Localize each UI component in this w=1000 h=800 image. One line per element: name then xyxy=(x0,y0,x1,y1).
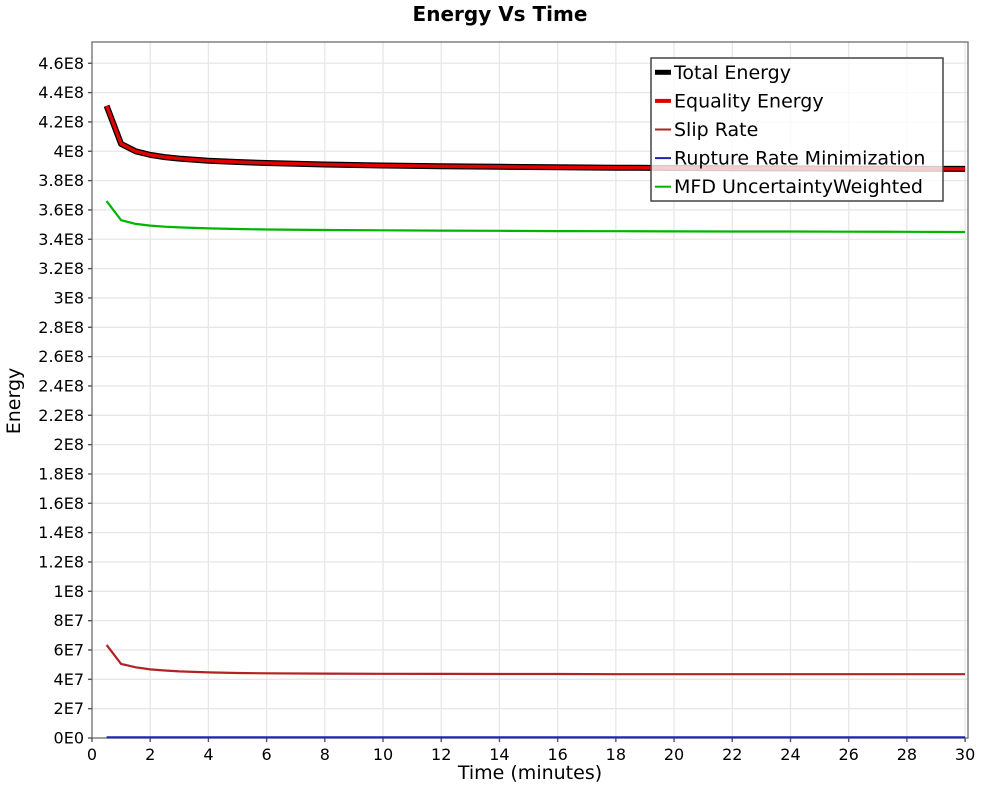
y-tick-label: 4.4E8 xyxy=(38,83,84,102)
y-tick-label: 1E8 xyxy=(54,582,84,601)
y-tick-label: 3E8 xyxy=(54,288,84,307)
y-tick-label: 2.2E8 xyxy=(38,406,84,425)
y-tick-label: 2E7 xyxy=(54,699,84,718)
y-tick-label: 2.6E8 xyxy=(38,347,84,366)
y-tick-label: 1.6E8 xyxy=(38,494,84,513)
legend-label: MFD UncertaintyWeighted xyxy=(674,176,923,198)
x-tick-label: 6 xyxy=(262,745,272,764)
legend-label: Rupture Rate Minimization xyxy=(674,148,925,170)
y-tick-label: 3.2E8 xyxy=(38,259,84,278)
x-tick-label: 20 xyxy=(664,745,684,764)
chart-title: Energy Vs Time xyxy=(412,2,588,26)
x-tick-label: 8 xyxy=(320,745,330,764)
y-tick-label: 2E8 xyxy=(54,435,84,454)
legend-label: Slip Rate xyxy=(674,119,758,141)
y-tick-label: 1.8E8 xyxy=(38,464,84,483)
legend-box xyxy=(650,57,944,202)
series-line-slip-rate xyxy=(105,644,966,676)
legend-label: Equality Energy xyxy=(674,90,824,112)
legend-label: Total Energy xyxy=(673,62,791,84)
x-tick-label: 12 xyxy=(431,745,451,764)
x-tick-label: 2 xyxy=(145,745,155,764)
x-tick-label: 30 xyxy=(955,745,975,764)
y-tick-label: 4E7 xyxy=(54,670,84,689)
y-tick-label: 3.6E8 xyxy=(38,200,84,219)
x-tick-label: 26 xyxy=(838,745,858,764)
y-tick-label: 2.4E8 xyxy=(38,376,84,395)
x-tick-label: 16 xyxy=(547,745,567,764)
x-tick-label: 4 xyxy=(203,745,213,764)
series-line-mfd-uncertaintyweighted xyxy=(105,200,966,234)
y-tick-label: 6E7 xyxy=(54,640,84,659)
y-tick-label: 3.8E8 xyxy=(38,171,84,190)
y-tick-label: 0E0 xyxy=(54,729,84,748)
y-tick-label: 4E8 xyxy=(54,142,84,161)
x-tick-label: 18 xyxy=(606,745,626,764)
legend-entry: MFD UncertaintyWeighted xyxy=(655,176,923,198)
legend: Total Energy Equality Energy Slip Rate Rupt… xyxy=(650,57,944,202)
x-axis-label: Time (minutes) xyxy=(457,762,603,784)
y-tick-label: 8E7 xyxy=(54,611,84,630)
x-tick-label: 22 xyxy=(722,745,742,764)
y-tick-label: 1.2E8 xyxy=(38,552,84,571)
x-tick-label: 24 xyxy=(780,745,800,764)
legend-entry: Slip Rate xyxy=(655,119,758,141)
legend-entry: Equality Energy xyxy=(655,90,824,112)
legend-entry: Total Energy xyxy=(655,62,791,84)
y-tick-label: 2.8E8 xyxy=(38,318,84,337)
y-tick-label: 1.4E8 xyxy=(38,523,84,542)
x-tick-label: 10 xyxy=(373,745,393,764)
y-axis-label: Energy xyxy=(3,367,25,435)
legend-entry: Rupture Rate Minimization xyxy=(655,148,925,170)
y-tick-label: 3.4E8 xyxy=(38,230,84,249)
x-tick-label: 14 xyxy=(489,745,509,764)
y-tick-label: 4.2E8 xyxy=(38,112,84,131)
y-tick-label: 4.6E8 xyxy=(38,54,84,73)
x-tick-label: 0 xyxy=(87,745,97,764)
x-tick-label: 28 xyxy=(897,745,917,764)
